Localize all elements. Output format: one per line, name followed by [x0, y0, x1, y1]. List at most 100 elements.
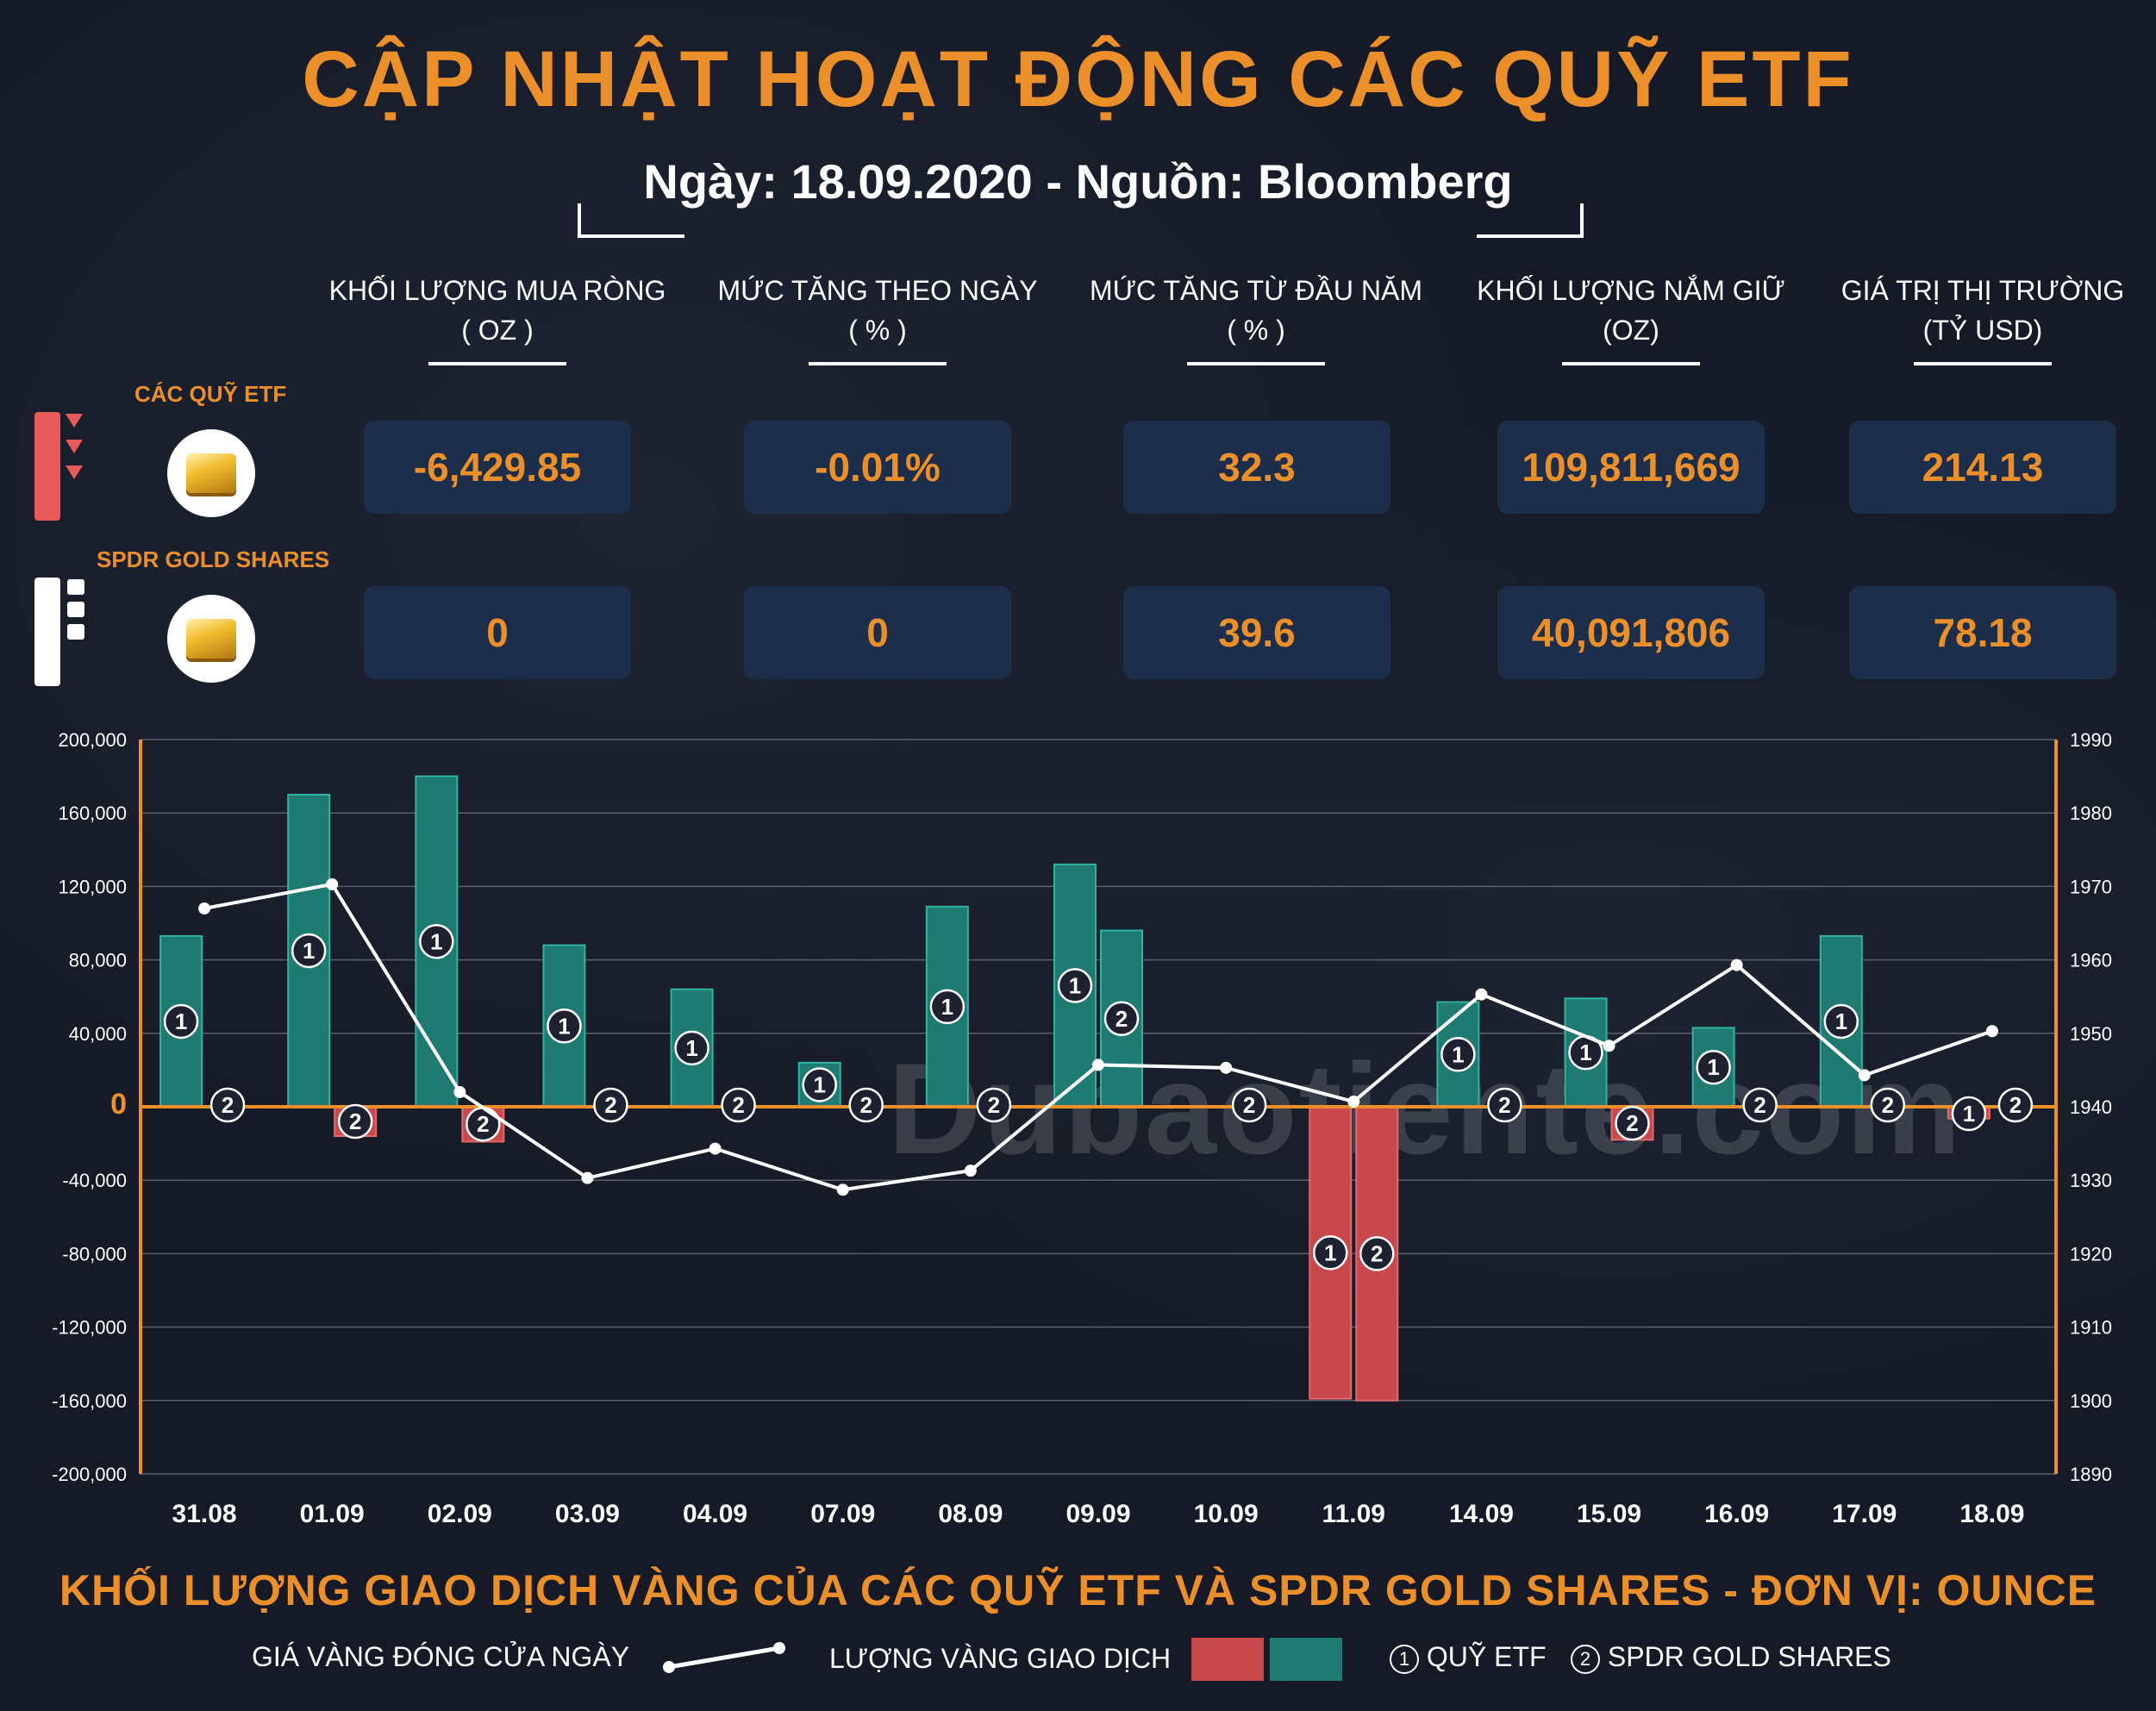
- y2-tick-label: 1940: [2070, 1096, 2112, 1118]
- spdr-marker-label: 2: [1498, 1092, 1510, 1118]
- spdr-flat-icon: [34, 578, 84, 686]
- y2-tick-label: 1930: [2070, 1170, 2112, 1191]
- column-header-underline: [1914, 362, 2052, 365]
- etf-marker-label: 1: [303, 938, 315, 964]
- value-box: 0: [364, 586, 631, 679]
- price-point: [198, 902, 211, 915]
- column-header-line1: MỨC TĂNG TỪ ĐẦU NĂM: [1090, 275, 1422, 306]
- legend-marker-1: 1: [1390, 1644, 1419, 1674]
- etf-volume-chart: 200,000 1990 160,000 1980 120,000 1970 80,000 1…: [52, 729, 2112, 1528]
- subtitle-bracket-right: [1477, 203, 1584, 238]
- etf-marker: [1823, 1003, 1859, 1040]
- column-header-underline: [1187, 362, 1325, 365]
- y-tick-label: 200,000: [58, 729, 127, 751]
- column-header-daily-change: MỨC TĂNG THEO NGÀY ( % ): [688, 271, 1067, 365]
- y2-tick-label: 1950: [2070, 1023, 2112, 1045]
- spdr-marker-label: 2: [732, 1092, 744, 1118]
- etf-marker-label: 1: [1707, 1054, 1719, 1080]
- y2-tick-label: 1990: [2070, 729, 2112, 751]
- price-point: [1603, 1040, 1615, 1052]
- gold-bar-icon: [167, 595, 255, 683]
- y-tick-label: 40,000: [69, 1023, 127, 1045]
- price-point: [1730, 959, 1743, 971]
- chart-title: KHỐI LƯỢNG GIAO DỊCH VÀNG CỦA CÁC QUỸ ET…: [59, 1566, 2097, 1614]
- spdr-marker: [209, 1087, 246, 1123]
- etf-marker-label: 1: [1963, 1101, 1975, 1127]
- value-box: 214.13: [1849, 421, 2116, 514]
- row-label-etf: CÁC QUỸ ETF: [134, 381, 287, 407]
- y-tick-label: -40,000: [62, 1170, 127, 1191]
- legend-price-label: GIÁ VÀNG ĐÓNG CỬA NGÀY: [252, 1641, 630, 1672]
- legend-marker-2: 2: [1571, 1644, 1600, 1674]
- column-header-underline: [809, 362, 947, 365]
- column-header-line1: KHỐI LƯỢNG MUA RÒNG: [328, 275, 666, 306]
- etf-marker-label: 1: [1835, 1008, 1847, 1034]
- x-tick-label: 01.09: [300, 1500, 365, 1528]
- etf-marker-label: 1: [1324, 1240, 1336, 1265]
- price-point: [453, 1085, 466, 1098]
- spdr-marker-label: 2: [1371, 1240, 1383, 1266]
- y2-tick-label: 1910: [2070, 1317, 2112, 1339]
- column-header-line1: MỨC TĂNG THEO NGÀY: [717, 275, 1038, 306]
- y-tick-label: -80,000: [62, 1243, 127, 1265]
- spdr-marker: [337, 1103, 373, 1140]
- etf-marker: [1440, 1037, 1476, 1072]
- y-tick-label: 0: [110, 1088, 127, 1121]
- price-point: [1985, 1025, 1998, 1038]
- price-point: [1475, 988, 1488, 1001]
- etf-marker: [163, 1003, 199, 1040]
- price-point: [326, 877, 339, 890]
- page-subtitle: Ngày: 18.09.2020 - Nguồn: Bloomberg: [643, 154, 1513, 209]
- spdr-marker-label: 2: [349, 1108, 361, 1134]
- x-tick-label: 18.09: [1959, 1500, 2024, 1528]
- row-label-spdr: SPDR GOLD SHARES: [97, 546, 330, 572]
- price-point: [1858, 1069, 1871, 1082]
- x-tick-label: 03.09: [555, 1500, 620, 1528]
- legend-spdr: 2 SPDR GOLD SHARES: [1571, 1641, 1891, 1674]
- price-point: [581, 1171, 594, 1184]
- price-point: [709, 1142, 722, 1155]
- etf-marker-label: 1: [1452, 1041, 1464, 1067]
- value-box: -0.01%: [744, 421, 1011, 514]
- column-header-underline: [428, 362, 566, 365]
- etf-marker-label: 1: [430, 928, 442, 954]
- price-point: [836, 1183, 849, 1196]
- x-tick-label: 07.09: [810, 1500, 875, 1528]
- etf-marker: [1951, 1096, 1987, 1132]
- price-point: [1092, 1058, 1104, 1071]
- etf-marker-label: 1: [685, 1035, 697, 1061]
- spdr-marker-label: 2: [1626, 1110, 1638, 1136]
- etf-marker-label: 1: [558, 1013, 570, 1039]
- legend-volume-label: LƯỢNG VÀNG GIAO DỊCH: [829, 1643, 1172, 1674]
- legend-etf: 1 QUỸ ETF: [1390, 1641, 1547, 1674]
- value-box: 40,091,806: [1497, 586, 1765, 679]
- y2-tick-label: 1900: [2070, 1390, 2112, 1412]
- column-header-ytd-change: MỨC TĂNG TỪ ĐẦU NĂM ( % ): [1066, 271, 1446, 365]
- x-tick-label: 31.08: [172, 1500, 237, 1528]
- value-box: 78.18: [1849, 586, 2116, 679]
- etf-down-icon: [34, 412, 83, 521]
- value-box: 0: [744, 586, 1011, 679]
- spdr-marker: [1359, 1236, 1395, 1271]
- etf-marker-label: 1: [813, 1071, 825, 1097]
- value-box: 32.3: [1123, 421, 1390, 514]
- x-tick-label: 17.09: [1832, 1500, 1897, 1528]
- page-title: CẬP NHẬT HOẠT ĐỘNG CÁC QUỸ ETF: [302, 35, 1854, 123]
- price-point: [1347, 1096, 1360, 1108]
- y-tick-label: 160,000: [58, 802, 127, 824]
- legend-spdr-label: SPDR GOLD SHARES: [1607, 1641, 1891, 1672]
- x-tick-label: 16.09: [1704, 1500, 1769, 1528]
- column-header-line2: (OZ): [1603, 315, 1659, 346]
- etf-marker: [674, 1030, 709, 1066]
- x-tick-label: 11.09: [1322, 1500, 1385, 1528]
- column-header-underline: [1562, 362, 1700, 365]
- legend-etf-label: QUỸ ETF: [1426, 1641, 1547, 1672]
- spdr-marker: [976, 1087, 1012, 1123]
- spdr-marker-label: 2: [1115, 1006, 1128, 1032]
- etf-marker: [291, 933, 327, 969]
- etf-marker-label: 1: [175, 1008, 187, 1034]
- price-point: [1220, 1061, 1233, 1074]
- etf-marker-label: 1: [1069, 972, 1081, 998]
- column-header-line2: ( % ): [1227, 315, 1285, 346]
